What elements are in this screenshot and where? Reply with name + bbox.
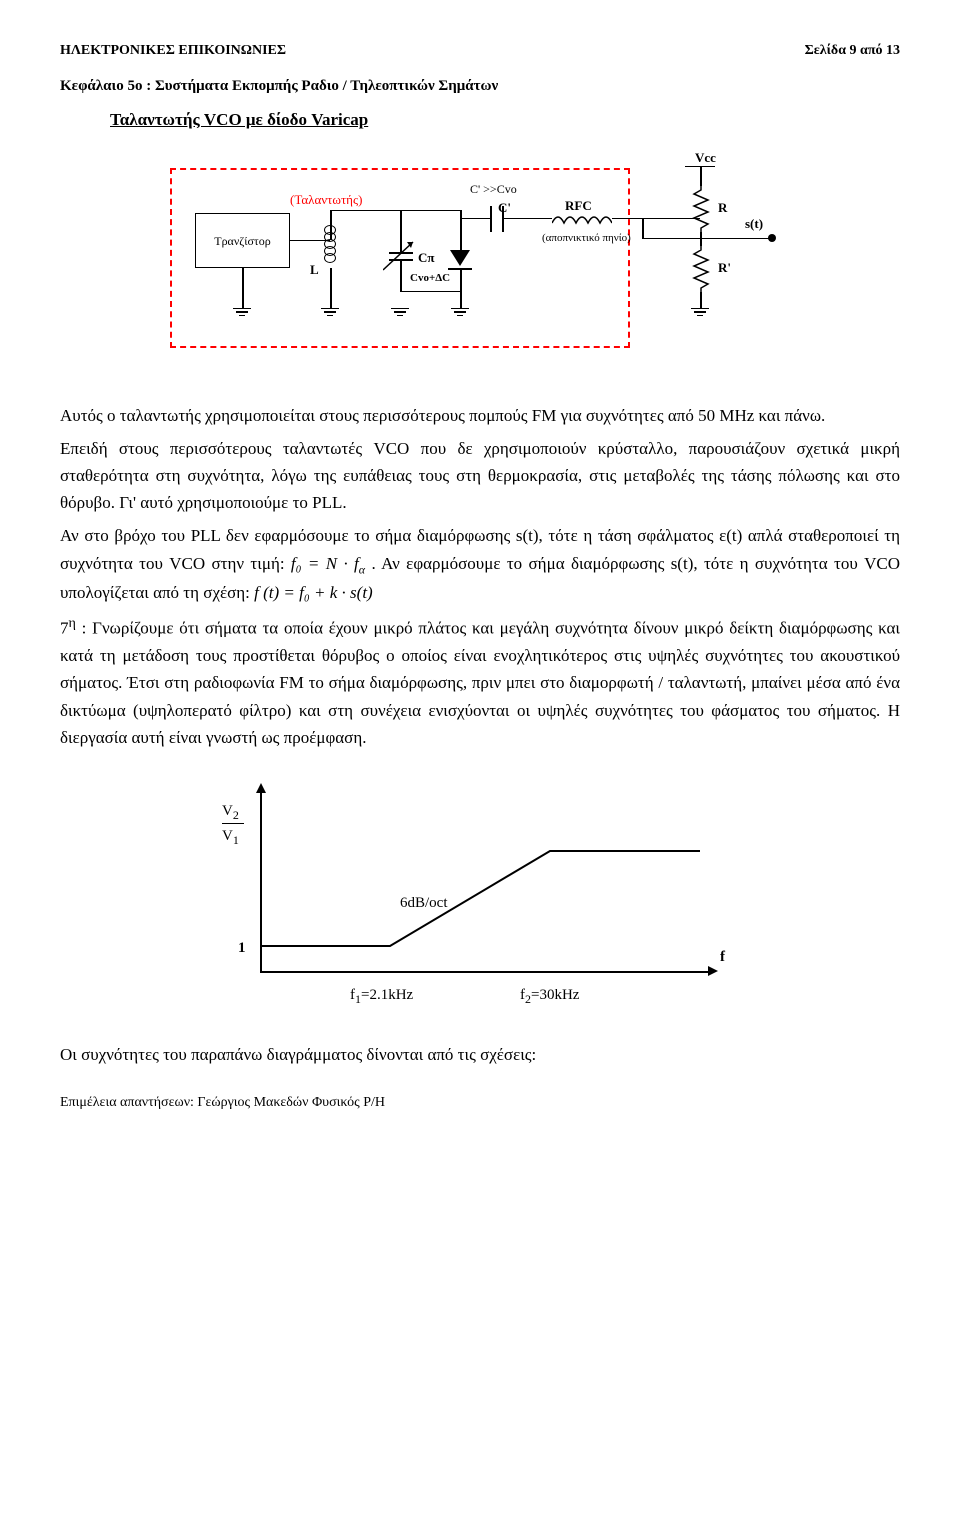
para4-text: : Γνωρίζουμε ότι σήματα τα οποία έχουν μ… bbox=[60, 619, 900, 747]
l-label: L bbox=[310, 260, 319, 281]
paragraph-1: Αυτός ο ταλαντωτής χρησιμοποιείται στους… bbox=[60, 402, 900, 429]
one-label: 1 bbox=[238, 936, 246, 960]
f-axis-label: f bbox=[720, 945, 725, 969]
paragraph-2: Επειδή στους περισσότερους ταλαντωτές VC… bbox=[60, 435, 900, 517]
slope-label: 6dB/oct bbox=[400, 891, 448, 915]
page-footer: Επιμέλεια απαντήσεων: Γεώργιος Μακεδών Φ… bbox=[60, 1092, 900, 1114]
paragraph-3: Αν στο βρόχο του PLL δεν εφαρμόσουμε το … bbox=[60, 522, 900, 606]
node-dot bbox=[768, 234, 776, 242]
page-header: ΗΛΕΚΤΡΟΝΙΚΕΣ ΕΠΙΚΟΙΝΩΝΙΕΣ Σελίδα 9 από 1… bbox=[60, 40, 900, 62]
rprime-label: R' bbox=[718, 258, 731, 279]
ground-icon bbox=[321, 308, 339, 317]
chapter-title: Κεφάλαιο 5ο : Συστήματα Εκπομπής Ραδιο /… bbox=[60, 74, 900, 98]
st-label: s(t) bbox=[745, 214, 763, 235]
transistor-label: Τρανζίστορ bbox=[214, 234, 271, 248]
eq1-sub: α bbox=[359, 562, 365, 576]
ground-icon bbox=[391, 308, 409, 317]
para4-prefix: 7 bbox=[60, 619, 69, 638]
eq1: f₀ = N · f bbox=[291, 554, 359, 573]
freq-response-chart: V2 V1 1 6dB/oct f f1=2.1kHz f2=30kHz bbox=[200, 781, 760, 1021]
ground-icon bbox=[451, 308, 469, 317]
transistor-box: Τρανζίστορ bbox=[195, 213, 290, 268]
oscillator-label: (Ταλαντωτής) bbox=[290, 190, 362, 211]
closing-paragraph: Οι συχνότητες του παραπάνω διαγράμματος … bbox=[60, 1041, 900, 1068]
v2-label: V2 V1 bbox=[222, 799, 244, 850]
circuit-diagram: Vcc R R' s(t) (Ταλαντωτής) Τρανζίστορ L bbox=[170, 148, 790, 378]
tick2-label: f2=30kHz bbox=[520, 983, 579, 1009]
para4-sup: η bbox=[69, 615, 76, 631]
cvodc-label: Cvo+ΔC bbox=[410, 270, 450, 288]
apopn-label: (αποπνικτικό πηνίο) bbox=[542, 230, 631, 248]
header-left: ΗΛΕΚΤΡΟΝΙΚΕΣ ΕΠΙΚΟΙΝΩΝΙΕΣ bbox=[60, 40, 286, 62]
ctop-label: C' >>Cvo bbox=[470, 180, 517, 199]
header-right: Σελίδα 9 από 13 bbox=[805, 40, 900, 62]
eq2: f (t) = f₀ + k · s(t) bbox=[254, 583, 373, 602]
resistor-r bbox=[692, 186, 710, 232]
curve bbox=[200, 781, 760, 1021]
paragraph-4: 7η : Γνωρίζουμε ότι σήματα τα οποία έχου… bbox=[60, 612, 900, 751]
ground-icon bbox=[233, 308, 251, 317]
varicap-icon bbox=[450, 250, 470, 266]
resistor-rprime bbox=[692, 246, 710, 292]
ground-icon bbox=[691, 308, 709, 317]
cpi-label: Cπ bbox=[418, 248, 435, 269]
tick1-label: f1=2.1kHz bbox=[350, 983, 413, 1009]
r-label: R bbox=[718, 198, 727, 219]
section-subtitle: Ταλαντωτής VCO με δίοδο Varicap bbox=[110, 106, 900, 133]
capacitor-cprime bbox=[490, 206, 504, 240]
